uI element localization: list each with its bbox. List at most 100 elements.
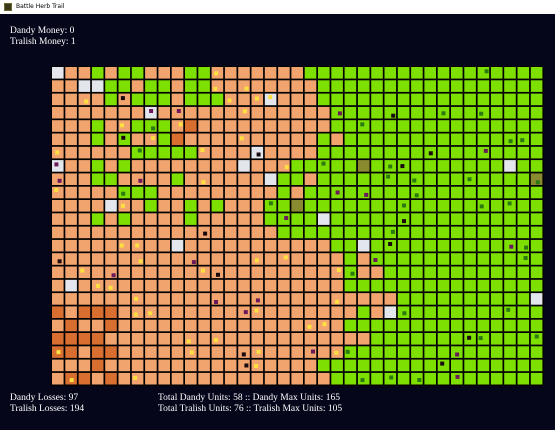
tile [517, 200, 530, 212]
tile [530, 253, 543, 265]
tile [517, 333, 530, 345]
tile [304, 106, 317, 119]
tile [291, 306, 303, 318]
tile [211, 213, 224, 225]
tile [185, 319, 197, 332]
tile [357, 293, 370, 305]
tile [224, 372, 237, 385]
tile [118, 293, 131, 305]
tile [118, 120, 131, 132]
tile [318, 306, 330, 318]
tile [411, 120, 423, 132]
tile [371, 306, 383, 318]
tile [145, 186, 157, 199]
tile [118, 333, 131, 345]
tile [171, 279, 184, 292]
tile [291, 239, 303, 252]
unit-marker [402, 219, 406, 224]
tile [65, 186, 77, 199]
tile [517, 226, 530, 239]
tile [118, 67, 131, 79]
tile [304, 160, 317, 172]
tile [158, 200, 170, 212]
tile [224, 293, 237, 305]
unit-marker [216, 272, 220, 277]
unit-marker [414, 193, 419, 198]
tile [78, 133, 91, 146]
tile [530, 146, 543, 159]
tile [344, 80, 357, 92]
tile [171, 80, 184, 92]
tile [131, 372, 144, 385]
tile [105, 93, 117, 106]
unit-marker [149, 109, 154, 113]
tile [238, 200, 250, 212]
tile [185, 173, 197, 185]
tile [65, 146, 77, 159]
tile [344, 106, 357, 119]
tile [105, 200, 117, 212]
unit-marker [135, 243, 140, 248]
tile [371, 279, 383, 292]
stat-line: Tralish Money: 1 [10, 37, 76, 48]
losses-panel: Dandy Losses: 97 Tralish Losses: 194 [10, 393, 84, 415]
unit-marker [239, 136, 244, 141]
tile [65, 93, 77, 106]
tile [52, 372, 64, 385]
tile [278, 133, 290, 146]
tile [198, 67, 210, 79]
tile [198, 200, 210, 212]
tile [411, 239, 423, 252]
tile [451, 319, 463, 332]
tile [158, 146, 170, 159]
tile [477, 160, 490, 172]
tile [411, 173, 423, 185]
tile [530, 200, 543, 212]
tile [158, 279, 170, 292]
tile [517, 239, 530, 252]
tile [464, 306, 476, 318]
unit-marker [417, 378, 422, 382]
tile [251, 333, 264, 345]
tile [477, 133, 490, 146]
tile [224, 279, 237, 292]
tile [318, 106, 330, 119]
tile [451, 120, 463, 132]
tile [318, 359, 330, 372]
tile [437, 160, 450, 172]
tile [251, 80, 264, 92]
tile [131, 359, 144, 372]
stat-value: 76 [234, 404, 244, 414]
tile [251, 213, 264, 225]
tile [331, 160, 343, 172]
tile [158, 133, 170, 146]
tile [490, 213, 503, 225]
tile [78, 279, 91, 292]
tile [451, 279, 463, 292]
tile [504, 160, 516, 172]
tile [291, 200, 303, 212]
tile [278, 346, 290, 358]
tile [371, 372, 383, 385]
tile [371, 333, 383, 345]
unit-marker [335, 299, 340, 304]
tile [451, 93, 463, 106]
tile [464, 186, 476, 199]
unit-marker [134, 296, 139, 301]
separator: :: [244, 393, 251, 403]
tile [278, 372, 290, 385]
tile [105, 67, 117, 79]
tile [464, 67, 476, 79]
tile [304, 93, 317, 106]
tile [145, 239, 157, 252]
tile [158, 160, 170, 172]
tile [145, 93, 157, 106]
tile [477, 226, 490, 239]
tile [371, 67, 383, 79]
tile [211, 239, 224, 252]
tile [131, 186, 144, 199]
tile [105, 359, 117, 372]
tile [105, 293, 117, 305]
tile [185, 213, 197, 225]
unit-marker [241, 352, 246, 357]
